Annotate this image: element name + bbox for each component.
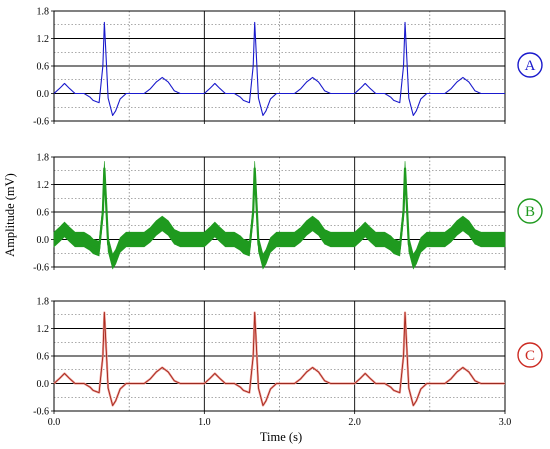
y-tick-label: 1.8 <box>37 153 50 164</box>
x-tick-label: 0.0 <box>48 417 61 428</box>
y-tick-label: 1.8 <box>37 297 50 308</box>
y-tick-label: 1.8 <box>37 7 50 18</box>
x-tick-label: 3.0 <box>499 417 512 428</box>
panel-badge-label: C <box>525 348 535 364</box>
panel-c: 1.8 1.2 0.6 0.0 -0.6 C <box>33 297 543 418</box>
y-tick-label: 1.2 <box>37 34 50 45</box>
ecg-noise-band <box>53 161 506 270</box>
y-tick-label: -0.6 <box>33 407 49 418</box>
y-tick-label: 0.0 <box>37 235 50 246</box>
y-tick-label: 0.6 <box>37 208 50 219</box>
y-tick-label: 0.6 <box>37 62 50 73</box>
panels: 1.81.20.60.0-0.6A1.81.20.60.0-0.6B1.81.2… <box>33 7 543 428</box>
x-tick-label: 1.0 <box>198 417 211 428</box>
panel-badge-circle <box>517 198 543 224</box>
y-tick-label: 0.6 <box>37 352 50 363</box>
y-tick-label: 1.2 <box>37 180 50 191</box>
ecg-trace <box>53 21 506 117</box>
panel-badge-circle <box>517 52 543 78</box>
ecg-trace <box>53 312 506 406</box>
panel-a: 1.8 1.2 0.6 0.0 -0.6 A <box>33 7 543 128</box>
y-tick-label: 1.2 <box>37 324 50 335</box>
panel-badge-label: B <box>525 204 535 220</box>
y-tick-label: -0.6 <box>33 263 49 274</box>
y-tick-label: 0.0 <box>37 379 50 390</box>
x-axis-title: Time (s) <box>260 430 302 444</box>
panel-badge-label: A <box>525 58 536 74</box>
y-tick-label: 0.0 <box>37 89 50 100</box>
panel-badge-circle <box>517 342 543 368</box>
x-tick-label: 2.0 <box>348 417 361 428</box>
panel-b: 1.8 1.2 0.6 0.0 -0.6 B <box>33 153 543 274</box>
y-axis-title: Amplitude (mV) <box>3 173 17 257</box>
ecg-trace <box>53 167 506 263</box>
y-tick-label: -0.6 <box>33 117 49 128</box>
